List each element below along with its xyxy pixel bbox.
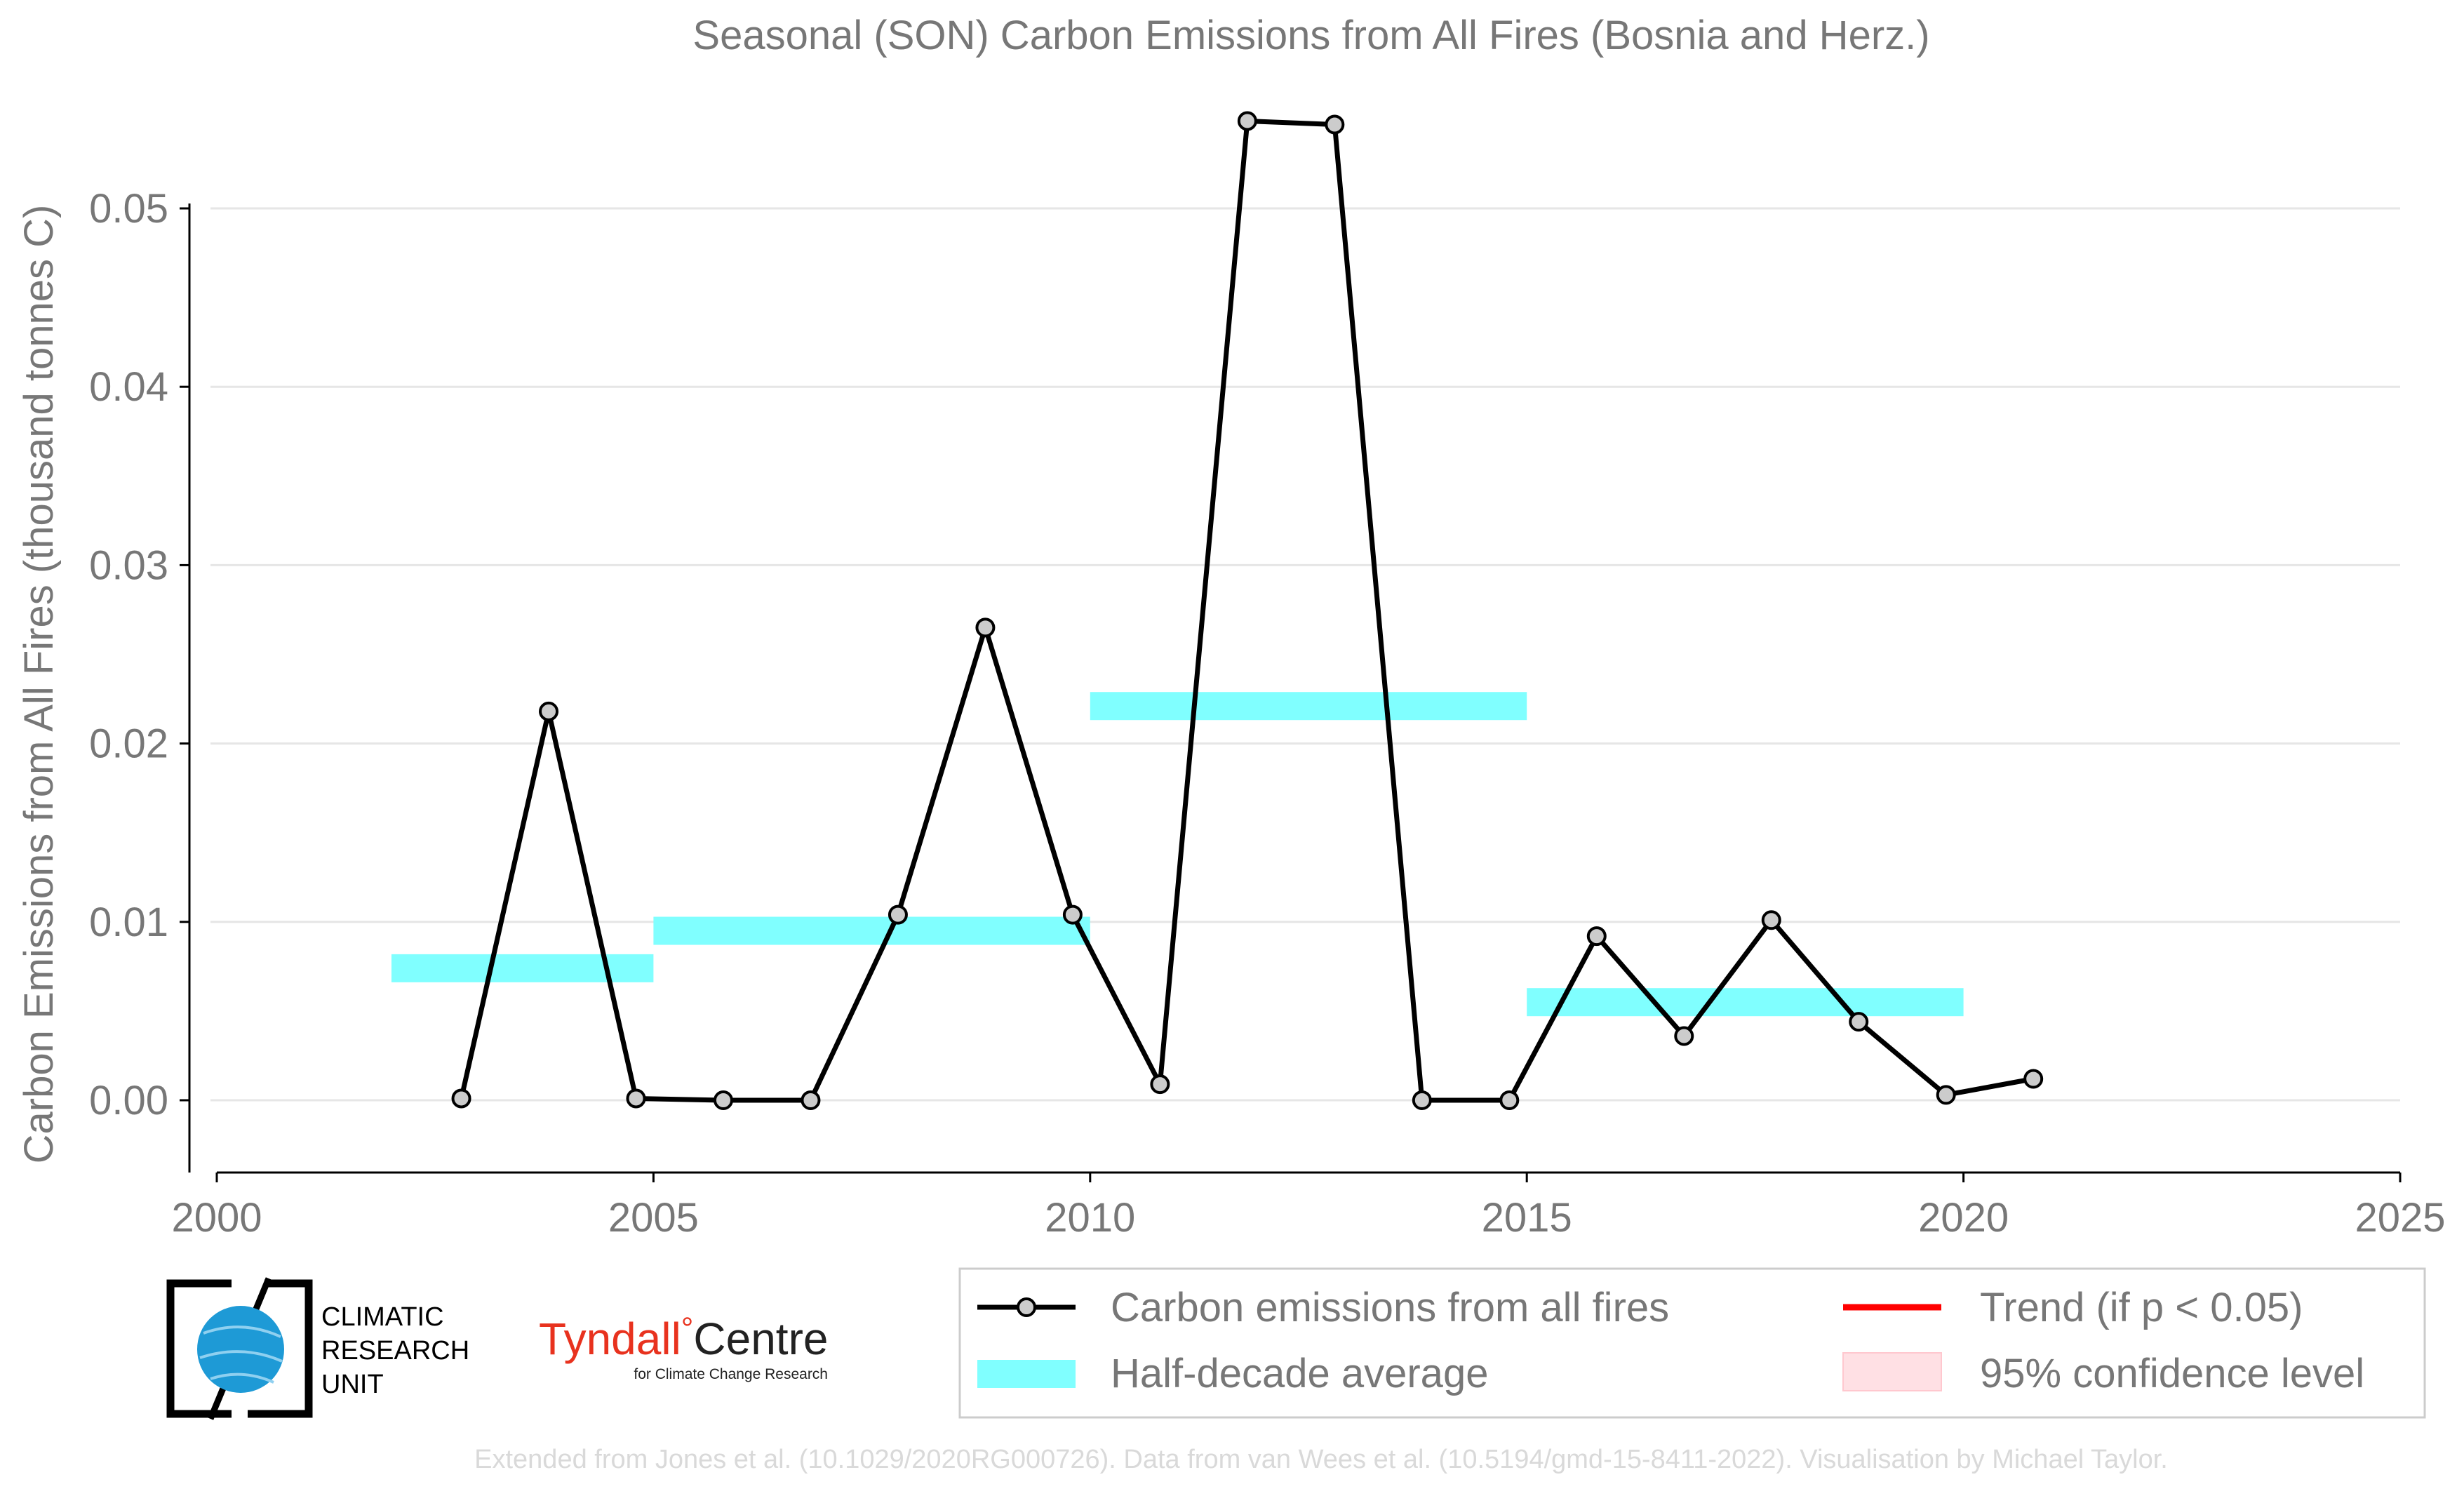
data-point-5 (888, 904, 908, 925)
data-point-13 (1586, 926, 1607, 947)
y-tick-label-4: 0.04 (89, 364, 168, 410)
grid-lines (210, 207, 2400, 1102)
tyndall-logo: Tyndall°Centre for Climate Change Resear… (539, 1311, 828, 1382)
y-tick-label-3: 0.03 (89, 542, 168, 588)
tyndall-name: Tyndall (539, 1314, 681, 1364)
y-tick-label-1: 0.01 (89, 900, 168, 945)
data-point-1 (539, 701, 559, 721)
chart-title: Seasonal (SON) Carbon Emissions from All… (692, 13, 1929, 58)
x-tick-label-4: 2020 (1918, 1195, 2009, 1241)
legend-emissions-marker-icon (1017, 1297, 1036, 1317)
half-decade-average-bands (391, 692, 1964, 1017)
x-tick-label-3: 2015 (1482, 1195, 1572, 1241)
half-decade-band-3 (1527, 988, 1964, 1017)
cru-logo-line2: RESEARCH (321, 1336, 469, 1365)
series-line-0 (459, 118, 2034, 1103)
legend-frame (958, 1267, 2426, 1419)
data-point-15 (1761, 910, 1781, 930)
tyndall-centre: Centre (693, 1314, 828, 1364)
data-point-14 (1674, 1026, 1694, 1046)
data-point-16 (1849, 1012, 1869, 1032)
tyndall-logo-wordmark: Tyndall°Centre (539, 1311, 828, 1364)
x-axis-ticks: 2000 2005 2010 2015 2020 2025 (171, 1173, 2446, 1241)
cru-logo-bracket-icon (166, 1279, 313, 1418)
x-tick-label-1: 2005 (608, 1195, 699, 1241)
globe-lines-icon (199, 1325, 283, 1384)
data-point-4 (801, 1090, 821, 1110)
data-point-2 (626, 1088, 646, 1109)
data-point-7 (1062, 904, 1083, 925)
data-point-9 (1237, 111, 1257, 131)
y-axis-ticks: 0.00 0.01 0.02 0.03 0.04 0.05 (89, 186, 189, 1123)
emissions-series (451, 111, 2044, 1110)
y-tick-label-5: 0.05 (89, 186, 168, 232)
legend-label-confidence: 95% confidence level (1980, 1351, 2364, 1396)
tyndall-degree: ° (681, 1311, 694, 1346)
y-axis-label: Carbon Emissions from All Fires (thousan… (16, 205, 62, 1164)
y-tick-label-2: 0.02 (89, 721, 168, 767)
legend-confidence-patch-icon (1842, 1352, 1942, 1391)
data-point-12 (1499, 1090, 1520, 1110)
y-tick-label-0: 0.00 (89, 1078, 168, 1123)
x-tick-label-5: 2025 (2355, 1195, 2445, 1241)
data-point-11 (1412, 1090, 1432, 1110)
cru-logo: CLIMATIC RESEARCH UNIT (166, 1277, 469, 1420)
footer-attribution: Extended from Jones et al. (10.1029/2020… (474, 1445, 2168, 1474)
half-decade-band-0 (391, 954, 654, 982)
legend-half-decade-band-icon (977, 1360, 1076, 1388)
data-point-10 (1325, 114, 1345, 135)
legend-label-trend: Trend (if p < 0.05) (1980, 1285, 2303, 1330)
x-tick-label-0: 2000 (171, 1195, 262, 1241)
legend: Carbon emissions from all fires Half-dec… (958, 1267, 2426, 1419)
data-point-17 (1936, 1085, 1956, 1105)
legend-label-emissions: Carbon emissions from all fires (1111, 1285, 1669, 1330)
data-point-3 (713, 1090, 733, 1110)
tyndall-subtitle: for Climate Change Research (634, 1366, 828, 1382)
data-point-0 (451, 1088, 471, 1109)
half-decade-band-1 (653, 916, 1090, 945)
x-tick-label-2: 2010 (1045, 1195, 1135, 1241)
half-decade-band-2 (1090, 692, 1527, 721)
legend-label-half-decade: Half-decade average (1111, 1351, 1488, 1396)
data-point-6 (975, 617, 996, 638)
data-point-8 (1150, 1074, 1170, 1095)
cru-logo-line3: UNIT (321, 1370, 384, 1399)
data-point-18 (2023, 1069, 2044, 1089)
cru-logo-line1: CLIMATIC (321, 1302, 444, 1332)
